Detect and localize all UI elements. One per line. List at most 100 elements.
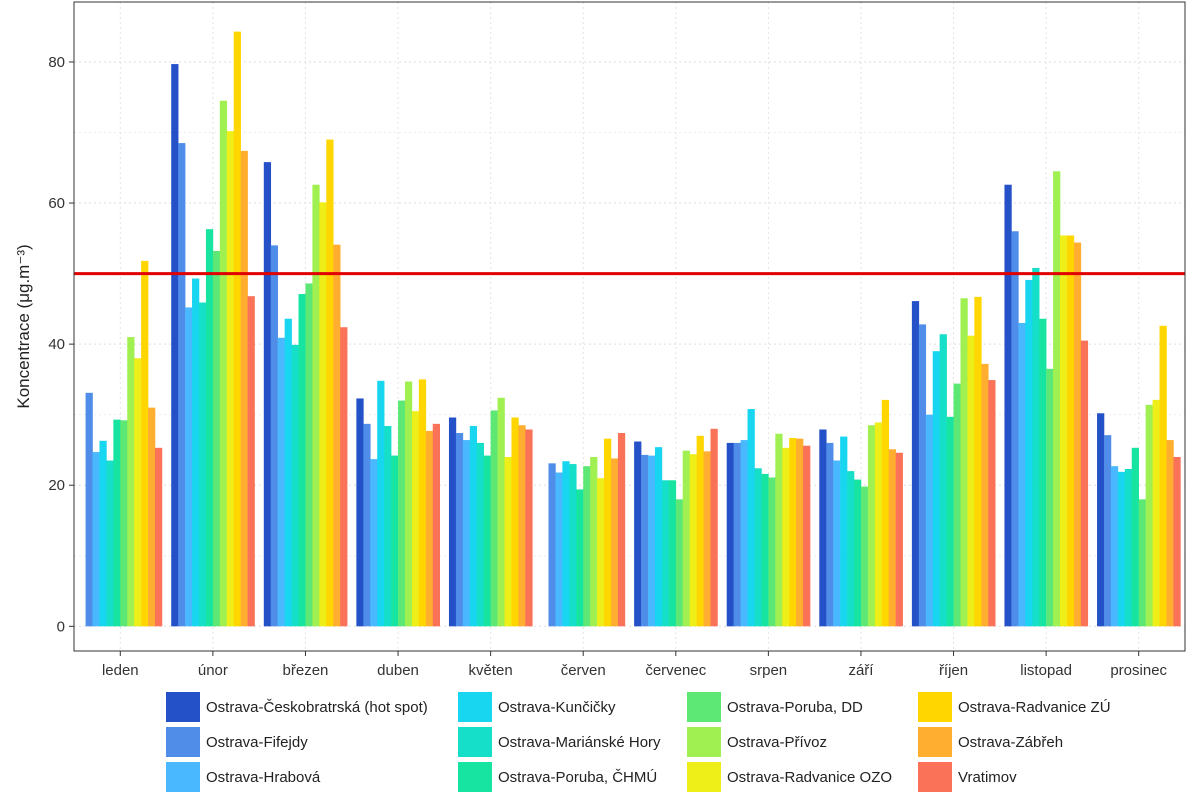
legend-swatch [687,692,721,722]
bar [1173,457,1181,627]
bar [668,480,677,627]
bar [925,414,934,627]
bar [918,324,927,627]
bar [106,460,114,627]
bar [425,430,434,627]
bar [854,479,862,627]
bar [1073,242,1082,627]
bar [141,260,149,627]
bar [1124,469,1133,627]
x-axis: leden únor březen duben květen červen červenec… [102,651,1168,679]
bar [326,139,334,627]
bar [604,438,612,627]
bar [1110,466,1119,627]
bar [219,100,228,627]
bar [1080,340,1089,627]
bar [1152,399,1160,627]
legend-swatch [458,727,492,757]
legend-label: Ostrava-Poruba, ČHMÚ [498,769,657,786]
bar [826,442,834,627]
legend-swatch [166,727,200,757]
bar [92,452,100,627]
legend-swatch [918,727,952,757]
bar [483,455,491,627]
bar [291,344,299,627]
bar [576,489,584,627]
legend-item: Vratimov [918,762,1017,792]
x-tick-label: duben [377,662,419,679]
bar [298,294,306,627]
bar [404,381,413,627]
bar [205,229,214,627]
plot-panel-border [73,1,1186,652]
bar [555,472,563,627]
bar [682,450,690,627]
y-tick-label: 80 [48,54,65,71]
bar [860,486,869,627]
bar [305,283,313,627]
x-tick-label: leden [102,662,139,679]
bar [1046,368,1054,627]
bar [796,438,804,627]
bar [740,440,748,627]
bar [569,464,577,627]
bar [363,423,371,627]
bar [661,480,670,627]
bar [192,278,200,627]
legend-swatch [687,762,721,792]
bar [833,460,841,627]
bar [476,442,484,627]
bar [981,363,989,627]
bar [185,307,193,627]
bar [932,351,940,627]
legend-label: Ostrava-Českobratrská (hot spot) [206,699,428,716]
bar [134,358,142,627]
y-tick-label: 60 [48,195,65,212]
x-tick-label: říjen [939,662,968,679]
legend-swatch [166,692,200,722]
bar [226,131,234,627]
bar [448,417,457,627]
bar [384,425,392,627]
bar [703,451,711,627]
bar [171,64,179,627]
legend-item: Ostrava-Radvanice ZÚ [918,692,1111,722]
legend-item: Ostrava-Poruba, ČHMÚ [458,762,657,792]
bar [277,337,285,627]
bar [398,400,406,627]
bar [590,457,598,627]
bar [1060,235,1068,627]
legend-item: Ostrava-Poruba, DD [687,692,863,722]
bar [240,150,248,627]
bar [617,433,626,627]
bar [610,458,619,627]
bar [178,143,186,627]
bar [1138,499,1146,627]
bar [1117,471,1126,627]
bar [411,411,420,627]
bar [988,380,996,627]
bar [1097,413,1105,627]
bar [1018,322,1026,627]
bar [775,433,783,627]
bar [733,442,741,627]
legend-item: Ostrava-Fifejdy [166,727,308,757]
bar [113,419,121,627]
bar [641,454,649,627]
bar [1025,279,1033,627]
legend-label: Ostrava-Hrabová [206,769,321,786]
bar [432,423,440,627]
bar [782,447,790,627]
bar [1032,267,1040,627]
bar [212,251,221,627]
legend-label: Ostrava-Zábřeh [958,734,1063,751]
bar [696,435,704,627]
bar [1039,318,1047,627]
bar [675,499,684,627]
x-tick-label: květen [469,662,513,679]
bar [377,380,385,627]
legend-label: Ostrava-Přívoz [727,734,827,751]
legend-swatch [918,762,952,792]
bar [120,420,128,627]
